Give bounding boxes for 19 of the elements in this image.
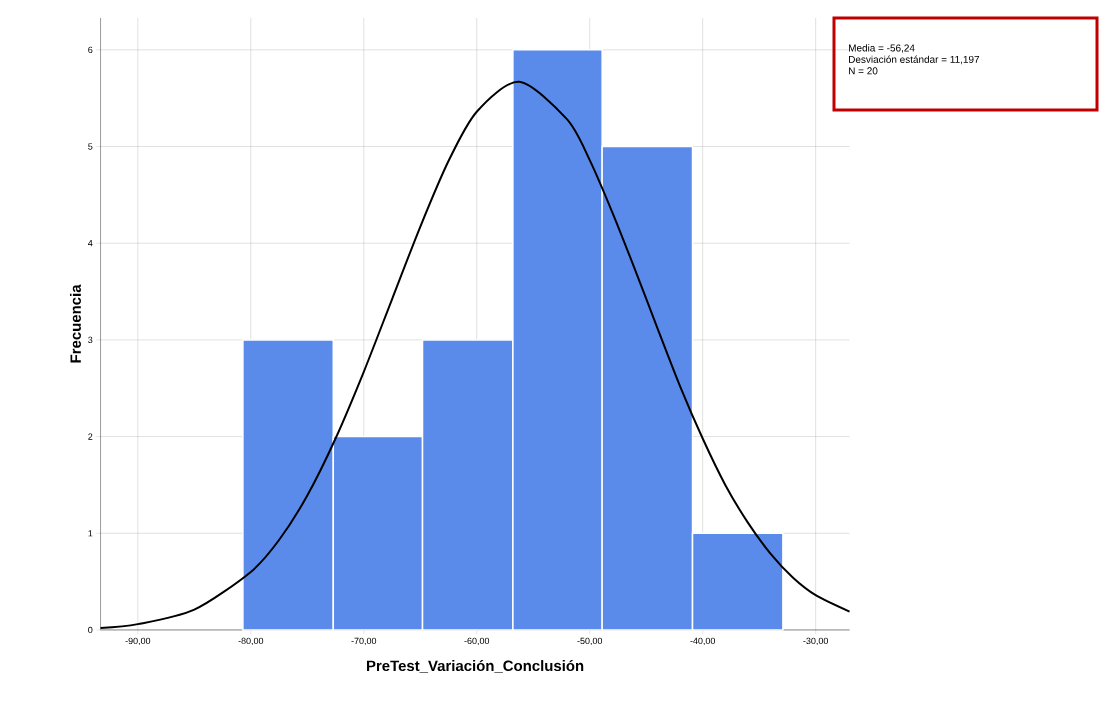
annotation: Desviación estándar = 11,197 xyxy=(849,55,980,65)
x-tick-label: -50,00 xyxy=(577,637,603,646)
y-tick-label: 3 xyxy=(88,336,93,344)
y-tick-label: 0 xyxy=(88,626,93,634)
annotation: Media = -56,24 xyxy=(849,44,915,53)
x-axis-title: PreTest_Variación_Conclusión xyxy=(366,659,584,673)
annotation: N = 20 xyxy=(849,67,878,75)
x-tick-label: -80,00 xyxy=(238,637,264,646)
x-tick-label: -90,00 xyxy=(125,637,151,646)
y-tick-label: 1 xyxy=(88,530,93,537)
x-tick-label: -60,00 xyxy=(464,637,490,646)
x-tick-label: -70,00 xyxy=(351,637,377,646)
y-tick-label: 2 xyxy=(88,433,93,440)
y-tick-label: 4 xyxy=(88,240,93,247)
x-tick-label: -30,00 xyxy=(803,637,829,646)
x-tick-label: -40,00 xyxy=(690,637,716,646)
y-tick-label: 6 xyxy=(88,46,93,54)
y-tick-label: 5 xyxy=(88,143,93,150)
y-axis-title: Frecuencia xyxy=(69,284,81,363)
